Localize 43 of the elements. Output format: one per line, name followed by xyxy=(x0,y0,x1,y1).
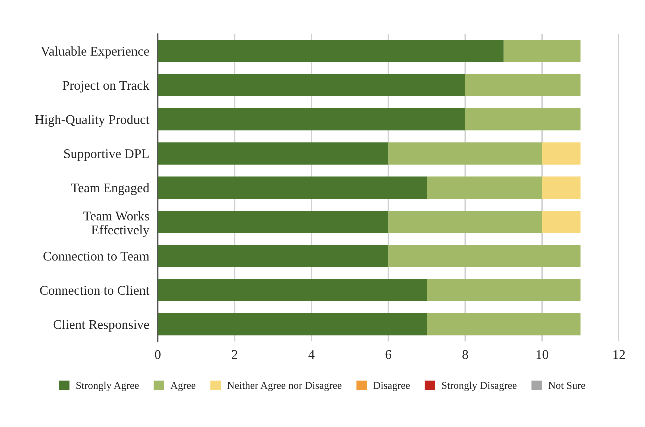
bar xyxy=(427,313,581,336)
x-tick-label: 0 xyxy=(155,350,161,360)
y-tick-label: Project on Track xyxy=(62,80,150,93)
bar xyxy=(542,210,581,234)
bar xyxy=(158,108,466,131)
y-tick-label: Client Responsive xyxy=(54,320,150,332)
y-tick-label: Supportive DPL xyxy=(64,150,149,162)
y-tick-label: Team Works Effectively xyxy=(84,211,150,238)
bar xyxy=(542,142,581,165)
bar xyxy=(465,108,581,131)
x-tick-label: 8 xyxy=(462,350,468,360)
bar xyxy=(158,279,428,302)
bar xyxy=(427,279,581,302)
bar xyxy=(388,245,581,268)
x-tick-label: 4 xyxy=(308,350,315,360)
bar xyxy=(158,74,466,96)
y-tick-label: Connection to Team xyxy=(44,252,150,261)
legend-label: Disagree xyxy=(374,382,410,392)
legend-label: Strongly Agree xyxy=(76,382,139,392)
bar xyxy=(158,245,389,268)
y-tick-label: Valuable Experience xyxy=(41,46,150,59)
bar xyxy=(158,210,389,234)
bar xyxy=(465,74,581,96)
bar xyxy=(504,40,581,62)
bar xyxy=(158,176,428,199)
bar xyxy=(542,176,581,199)
y-tick-label: High-Quality Product xyxy=(35,114,150,127)
legend-label: Not Sure xyxy=(548,382,586,390)
x-tick-label: 6 xyxy=(386,350,392,360)
bar xyxy=(158,313,428,336)
x-tick-label: 10 xyxy=(536,350,548,360)
bar xyxy=(388,142,542,165)
bar xyxy=(158,40,504,62)
legend-label: Neither Agree nor Disagree xyxy=(228,382,342,392)
bar xyxy=(427,176,542,199)
x-tick-label: 2 xyxy=(232,350,238,360)
bar xyxy=(158,142,389,165)
legend-label: Agree xyxy=(170,382,196,392)
x-tick-label: 12 xyxy=(614,350,626,360)
legend-label: Strongly Disagree xyxy=(442,382,517,392)
y-tick-label: Connection to Client xyxy=(40,286,150,296)
bar xyxy=(388,210,542,234)
y-tick-label: Team Engaged xyxy=(71,183,150,196)
